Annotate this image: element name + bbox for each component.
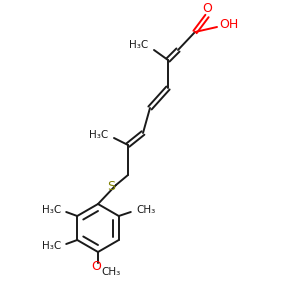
- Text: CH₃: CH₃: [136, 205, 155, 215]
- Text: H₃C: H₃C: [42, 241, 61, 251]
- Text: H₃C: H₃C: [42, 205, 61, 215]
- Text: O: O: [202, 2, 212, 16]
- Text: OH: OH: [219, 19, 238, 32]
- Text: H₃C: H₃C: [129, 40, 148, 50]
- Text: O: O: [91, 260, 101, 272]
- Text: CH₃: CH₃: [101, 267, 121, 277]
- Text: S: S: [107, 179, 115, 193]
- Text: H₃C: H₃C: [89, 130, 109, 140]
